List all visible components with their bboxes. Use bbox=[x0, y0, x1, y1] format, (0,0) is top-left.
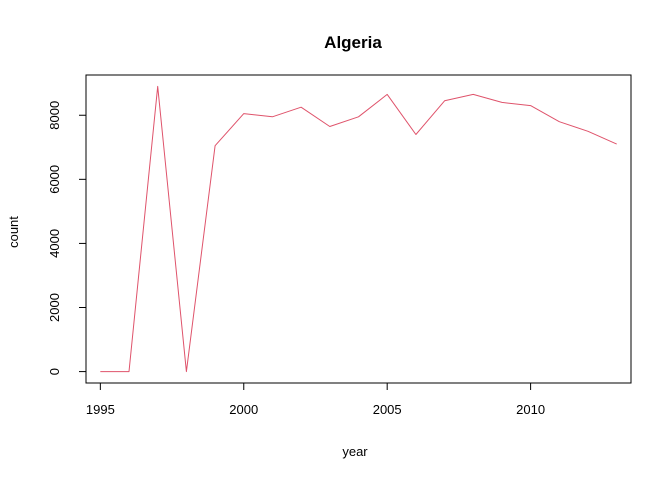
y-tick-label: 2000 bbox=[47, 293, 62, 322]
x-tick-label: 2010 bbox=[516, 402, 545, 417]
y-tick-label: 8000 bbox=[47, 101, 62, 130]
y-tick-label: 6000 bbox=[47, 165, 62, 194]
y-axis: 0 2000 4000 6000 8000 bbox=[47, 101, 87, 375]
y-tick-label: 0 bbox=[47, 368, 62, 375]
plot-frame bbox=[85, 74, 632, 384]
y-axis-label: count bbox=[6, 216, 21, 248]
x-tick-label: 2000 bbox=[229, 402, 258, 417]
x-axis: 1995 2000 2005 2010 bbox=[86, 382, 545, 417]
y-tick-label: 4000 bbox=[47, 229, 62, 258]
x-tick-label: 1995 bbox=[86, 402, 115, 417]
series-line bbox=[100, 85, 617, 373]
x-axis-label: year bbox=[342, 444, 368, 459]
x-tick-label: 2005 bbox=[373, 402, 402, 417]
series-layer bbox=[100, 85, 617, 373]
chart-title: Algeria bbox=[324, 33, 382, 52]
